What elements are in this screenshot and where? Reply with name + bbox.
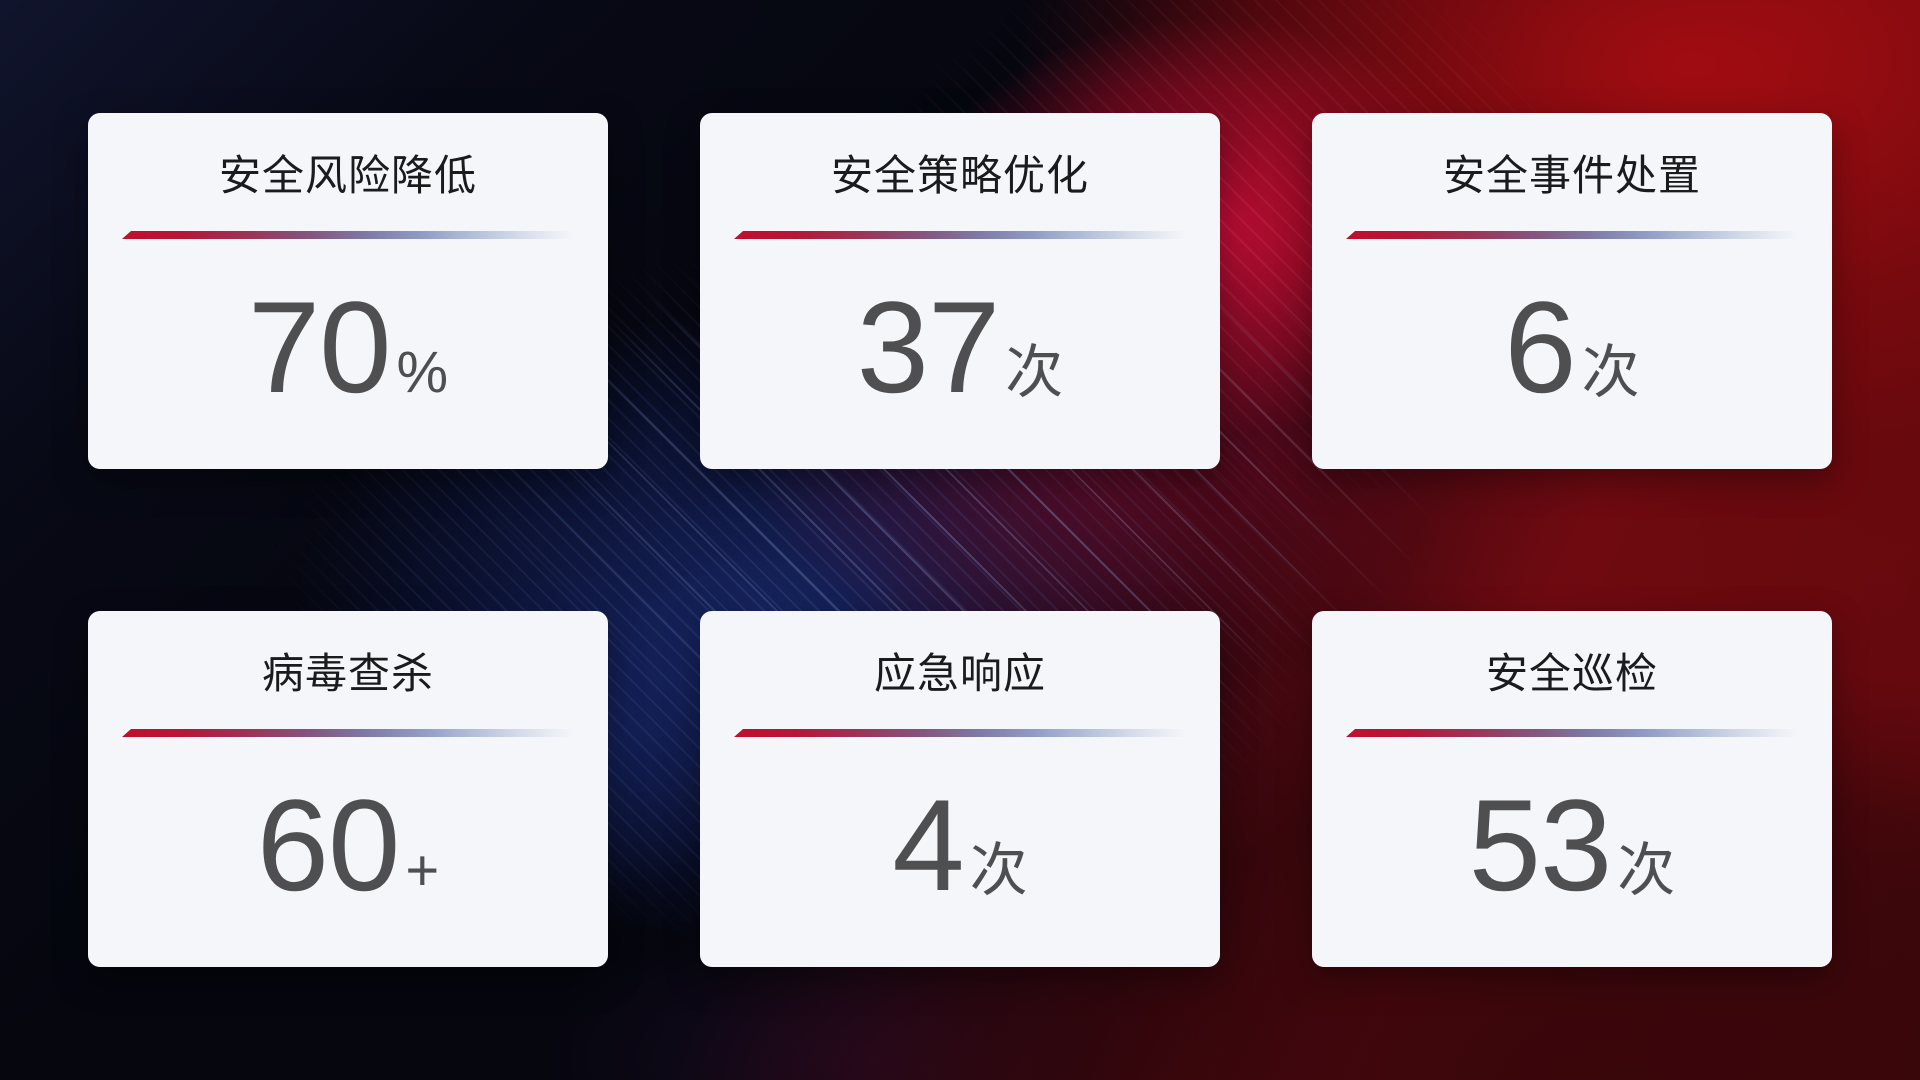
card-title: 安全事件处置 <box>1442 152 1701 199</box>
stat-unit: + <box>405 838 440 903</box>
gradient-divider <box>734 231 1186 239</box>
value-row: 37 次 <box>857 282 1064 412</box>
stat-value-block: 6 次 <box>1312 239 1832 469</box>
stat-unit: % <box>396 340 449 405</box>
stat-value-block: 37 次 <box>700 239 1220 469</box>
card-title: 安全策略优化 <box>830 152 1089 199</box>
gradient-divider <box>734 729 1186 737</box>
stat-number: 70 <box>247 274 392 420</box>
stat-card-security-inspection: 安全巡检 53 次 <box>1312 611 1832 967</box>
value-row: 4 次 <box>892 780 1027 910</box>
stat-number: 37 <box>856 274 1001 420</box>
stat-unit: 次 <box>1581 340 1640 405</box>
stat-unit: 次 <box>1617 838 1676 903</box>
card-title: 安全巡检 <box>1485 650 1658 697</box>
stat-number: 53 <box>1468 772 1613 918</box>
stat-card-incident-handling: 安全事件处置 6 次 <box>1312 113 1832 469</box>
stat-unit: 次 <box>1005 340 1064 405</box>
stat-value-block: 4 次 <box>700 737 1220 967</box>
stat-card-policy-optimization: 安全策略优化 37 次 <box>700 113 1220 469</box>
gradient-divider <box>1346 729 1798 737</box>
stat-card-virus-scan: 病毒查杀 60 + <box>88 611 608 967</box>
gradient-divider <box>1346 231 1798 239</box>
stat-unit: 次 <box>969 838 1028 903</box>
gradient-divider <box>122 231 574 239</box>
card-title: 安全风险降低 <box>218 152 477 199</box>
stat-number: 60 <box>256 772 401 918</box>
value-row: 60 + <box>257 780 439 910</box>
stat-card-grid: 安全风险降低 70 % 安全策略优化 37 次 安全事件处置 <box>88 113 1832 967</box>
value-row: 70 % <box>248 282 448 412</box>
gradient-divider <box>122 729 574 737</box>
card-title: 病毒查杀 <box>261 650 434 697</box>
value-row: 6 次 <box>1504 282 1639 412</box>
card-title: 应急响应 <box>873 650 1046 697</box>
stat-number: 4 <box>892 772 964 918</box>
stat-number: 6 <box>1504 274 1576 420</box>
stat-card-emergency-response: 应急响应 4 次 <box>700 611 1220 967</box>
stat-value-block: 60 + <box>88 737 608 967</box>
value-row: 53 次 <box>1469 780 1676 910</box>
stat-value-block: 70 % <box>88 239 608 469</box>
stat-card-risk-reduction: 安全风险降低 70 % <box>88 113 608 469</box>
stat-value-block: 53 次 <box>1312 737 1832 967</box>
